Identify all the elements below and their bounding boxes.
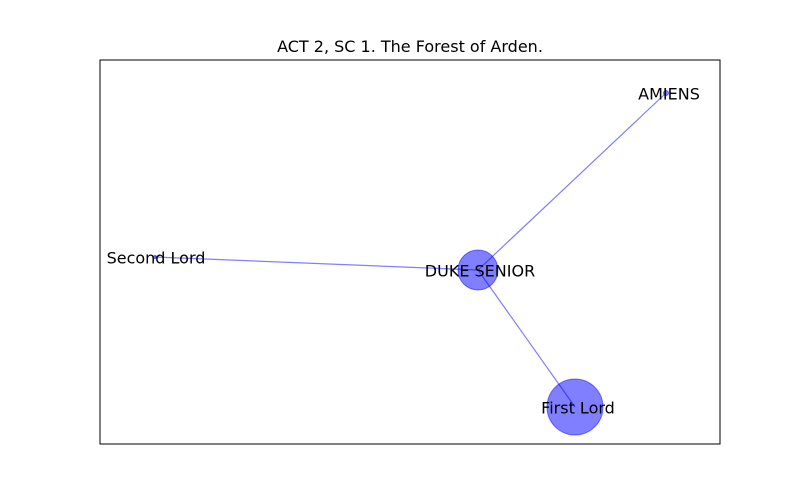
node-label-amiens: AMIENS: [638, 85, 700, 104]
edges-layer: [154, 92, 667, 408]
node-label-first: First Lord: [541, 399, 615, 418]
figure-title: ACT 2, SC 1. The Forest of Arden.: [277, 37, 543, 56]
node-second: [153, 255, 157, 259]
labels-layer: DUKE SENIOR First Lord Second Lord AMIENS: [107, 85, 700, 418]
edge-duke-amiens: [477, 92, 667, 271]
edge-duke-second: [154, 256, 479, 271]
node-label-duke: DUKE SENIOR: [425, 262, 535, 281]
node-label-second: Second Lord: [107, 249, 206, 268]
node-duke: [457, 249, 499, 291]
node-amiens: [663, 90, 669, 96]
node-first: [546, 378, 604, 436]
nodes-layer: [153, 90, 669, 436]
plot-frame: [99, 59, 721, 445]
